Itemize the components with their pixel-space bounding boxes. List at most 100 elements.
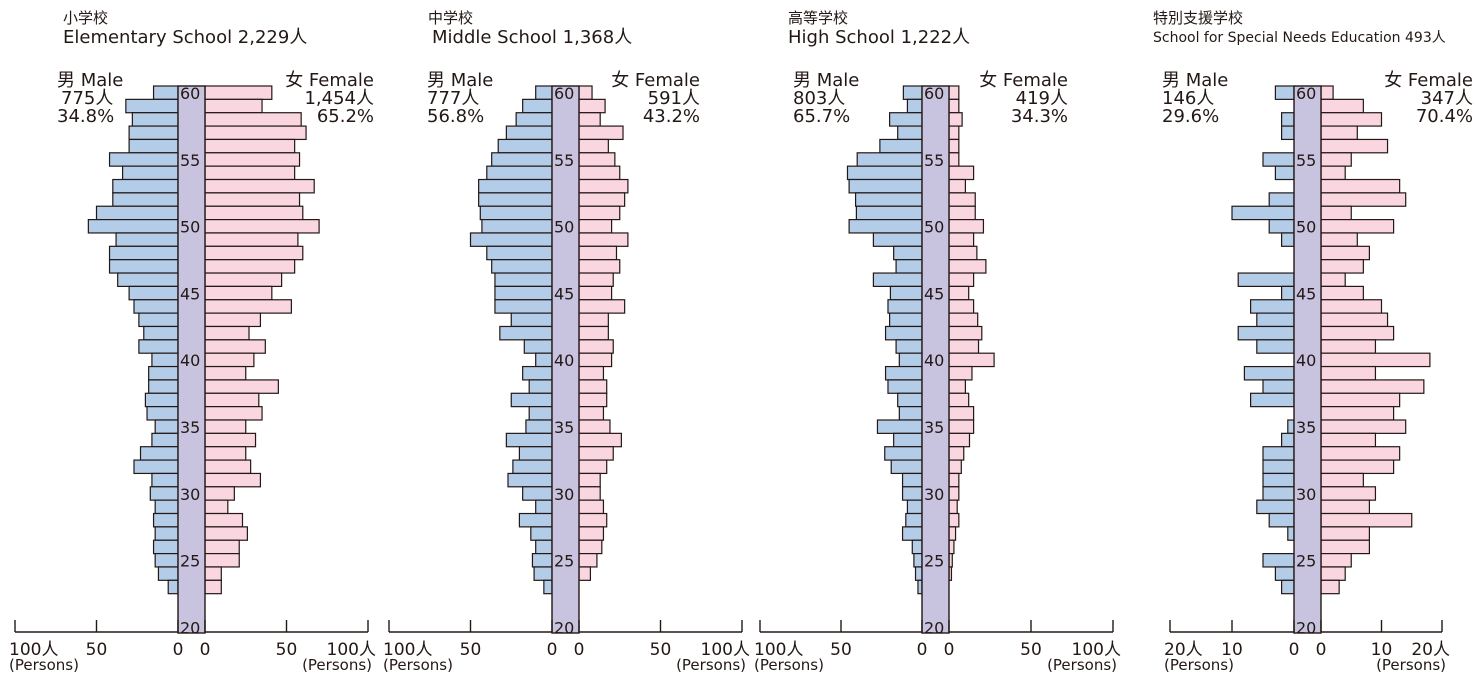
female-bar-age-35 bbox=[578, 419, 611, 434]
male-bar-age-25 bbox=[1262, 552, 1295, 568]
male-bar-age-29 bbox=[154, 499, 179, 515]
female-bar-age-48 bbox=[948, 245, 978, 261]
male-bar-age-36 bbox=[528, 406, 553, 421]
male-bar-age-50 bbox=[481, 219, 553, 234]
tick-mid-right-label: 10 bbox=[1371, 640, 1393, 660]
female-bar-age-45 bbox=[204, 285, 273, 301]
male-bar-age-59 bbox=[906, 98, 923, 114]
male-bar-age-52 bbox=[1268, 192, 1295, 207]
female-bar-age-27 bbox=[948, 526, 957, 541]
female-bar-age-43 bbox=[578, 312, 609, 328]
female-bar-age-32 bbox=[1320, 459, 1395, 475]
male-bar-age-37 bbox=[510, 392, 553, 408]
male-bar-age-32 bbox=[133, 459, 179, 475]
tick-far-right-label: 100人 bbox=[327, 640, 376, 660]
female-bar-age-39 bbox=[948, 365, 973, 381]
male-bar-age-42 bbox=[884, 325, 923, 341]
female-bar-age-60 bbox=[948, 85, 960, 100]
male-bar-age-46 bbox=[872, 272, 923, 288]
male-bar-age-31 bbox=[151, 472, 179, 488]
female-bar-age-42 bbox=[948, 325, 983, 341]
female-bar-age-36 bbox=[578, 406, 605, 421]
tick-mid-left-label: 50 bbox=[460, 640, 482, 660]
female-bar-age-58 bbox=[948, 112, 963, 127]
female-bar-age-53 bbox=[578, 178, 629, 194]
female-bar-age-59 bbox=[1320, 98, 1364, 114]
female-bar-age-56 bbox=[948, 138, 960, 154]
male-bar-age-37 bbox=[897, 392, 923, 408]
male-bar-age-29 bbox=[535, 499, 553, 515]
male-bar-age-27 bbox=[901, 526, 923, 541]
female-bar-age-35 bbox=[204, 419, 247, 434]
tick-far-left-label: 100人 bbox=[754, 640, 803, 660]
female-bar-age-28 bbox=[948, 512, 960, 528]
male-bar-age-33 bbox=[518, 446, 553, 461]
female-bar-age-40 bbox=[204, 352, 255, 368]
unit-label-left: (Persons) bbox=[1164, 656, 1234, 674]
female-bar-age-46 bbox=[204, 272, 283, 288]
male-bar-age-23 bbox=[167, 579, 179, 595]
female-bar-age-56 bbox=[578, 138, 609, 154]
male-bar-age-41 bbox=[895, 339, 923, 354]
female-bar-age-37 bbox=[204, 392, 260, 408]
male-bar-age-27 bbox=[1287, 526, 1295, 541]
panel-title: 高等学校 High School 1,222人 bbox=[788, 10, 970, 49]
panel-special-needs-school: 特別支援学校 School for Special Needs Educatio… bbox=[1150, 0, 1478, 674]
male-bar-age-58 bbox=[1281, 112, 1295, 127]
female-bar-age-43 bbox=[204, 312, 262, 328]
female-bar-age-43 bbox=[1320, 312, 1389, 328]
female-bar-age-55 bbox=[204, 152, 301, 167]
male-bar-age-45 bbox=[494, 285, 553, 301]
male-bar-age-44 bbox=[133, 299, 179, 314]
female-bar-age-52 bbox=[1320, 192, 1407, 207]
female-bar-age-46 bbox=[578, 272, 614, 288]
unit-label-left: (Persons) bbox=[754, 656, 824, 674]
panel-title: 中学校 Middle School 1,368人 bbox=[428, 10, 632, 49]
female-bar-age-59 bbox=[948, 98, 960, 114]
female-bar-age-41 bbox=[204, 339, 266, 354]
female-bar-age-46 bbox=[1320, 272, 1346, 288]
male-bar-age-57 bbox=[1281, 125, 1295, 141]
male-bar-age-45 bbox=[128, 285, 179, 301]
female-bar-age-24 bbox=[204, 566, 222, 581]
female-bar-age-52 bbox=[578, 192, 626, 207]
age-tick-label-40: 40 bbox=[554, 351, 574, 370]
female-bar-age-52 bbox=[948, 192, 976, 207]
female-bar-age-30 bbox=[948, 486, 960, 501]
male-bar-age-58 bbox=[515, 112, 553, 127]
female-bar-age-47 bbox=[948, 259, 987, 274]
female-bar-age-40 bbox=[578, 352, 613, 368]
age-tick-label-20: 20 bbox=[1296, 618, 1316, 637]
male-bar-age-40 bbox=[151, 352, 179, 368]
female-bar-age-59 bbox=[578, 98, 606, 114]
female-bar-age-42 bbox=[204, 325, 250, 341]
tick-zero-right-label: 0 bbox=[574, 640, 585, 660]
age-tick-label-55: 55 bbox=[554, 151, 574, 170]
male-bar-age-34 bbox=[151, 432, 179, 448]
male-bar-age-28 bbox=[905, 512, 923, 528]
age-tick-label-20: 20 bbox=[924, 618, 944, 637]
female-bar-age-32 bbox=[948, 459, 962, 475]
female-bar-age-29 bbox=[578, 499, 605, 515]
female-bar-age-34 bbox=[1320, 432, 1377, 448]
female-bar-age-38 bbox=[204, 379, 279, 394]
female-bar-age-38 bbox=[948, 379, 966, 394]
tick-far-left-label: 100人 bbox=[9, 640, 58, 660]
male-bar-age-59 bbox=[522, 98, 553, 114]
male-bar-age-39 bbox=[1243, 365, 1295, 381]
female-bar-age-44 bbox=[578, 299, 626, 314]
male-bar-age-39 bbox=[522, 365, 553, 381]
male-bar-age-38 bbox=[887, 379, 923, 394]
age-tick-label-45: 45 bbox=[180, 284, 200, 303]
age-tick-label-45: 45 bbox=[924, 284, 944, 303]
male-bar-age-35 bbox=[876, 419, 923, 434]
male-bar-age-40 bbox=[898, 352, 923, 368]
female-bar-age-48 bbox=[204, 245, 304, 261]
male-bar-age-38 bbox=[528, 379, 553, 394]
age-tick-label-60: 60 bbox=[554, 84, 574, 103]
age-tick-label-60: 60 bbox=[1296, 84, 1316, 103]
age-tick-label-55: 55 bbox=[1296, 151, 1316, 170]
male-bar-age-47 bbox=[491, 259, 553, 274]
